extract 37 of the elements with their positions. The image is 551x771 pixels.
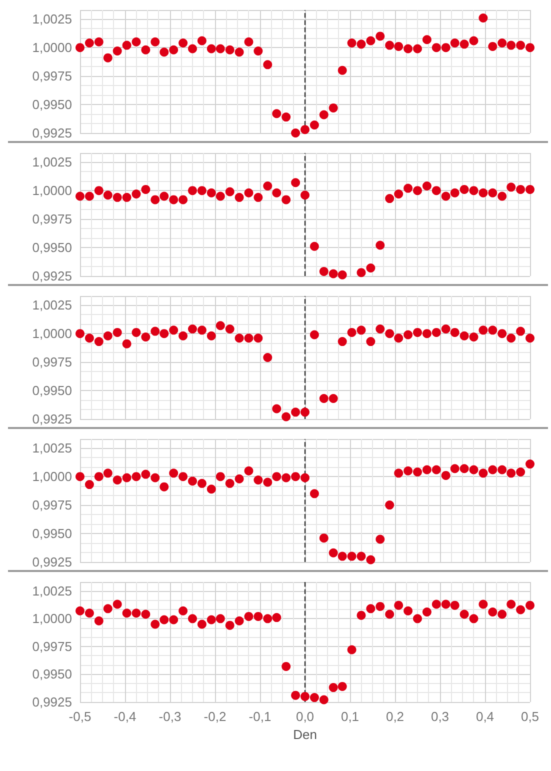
x-tick-label: -0,4 <box>114 709 136 724</box>
y-tick-label: 0,9925 <box>32 554 72 570</box>
y-tick-label: 0,9950 <box>32 240 72 256</box>
y-tick-label: 1,0025 <box>32 154 72 170</box>
y-tick-label: 1,0000 <box>32 326 72 342</box>
x-tick-label: 0,2 <box>386 709 404 724</box>
x-tick-label: -0,2 <box>204 709 226 724</box>
y-tick-label: 1,0025 <box>32 583 72 598</box>
y-tick-label: 0,9950 <box>32 383 72 398</box>
y-tick-label: 0,9925 <box>32 126 72 140</box>
x-tick-label: -0,5 <box>68 709 92 724</box>
y-tick-label: 0,9975 <box>32 354 72 370</box>
y-tick-label: 0,9975 <box>32 498 72 513</box>
y-tick-label: 0,9950 <box>32 97 72 112</box>
y-tick-label: 0,9925 <box>32 268 72 284</box>
x-tick-label: 0,1 <box>340 709 360 724</box>
y-tick-label: 0,9975 <box>32 212 72 227</box>
y-tick-label: 0,9925 <box>32 694 72 710</box>
y-tick-label: 0,9975 <box>32 638 72 654</box>
y-tick-label: 0,9950 <box>32 526 72 542</box>
y-tick-label: 1,0025 <box>32 440 72 456</box>
y-tick-label: 1,0025 <box>32 12 72 27</box>
y-tick-label: 1,0000 <box>32 183 72 198</box>
y-tick-label: 1,0025 <box>32 298 72 313</box>
x-tick-label: 0,5 <box>520 709 540 724</box>
y-tick-label: 0,9925 <box>32 412 72 426</box>
x-tick-label: 0,3 <box>430 709 450 724</box>
y-tick-label: 1,0000 <box>32 611 72 626</box>
y-tick-label: 1,0000 <box>32 40 72 56</box>
y-tick-label: 1,0000 <box>32 469 72 484</box>
x-tick-label: 0,4 <box>476 709 494 724</box>
x-axis-title: Den <box>293 726 317 742</box>
y-tick-label: 0,9950 <box>32 666 72 682</box>
x-tick-label: -0,1 <box>248 709 272 724</box>
x-tick-label: -0,3 <box>158 709 182 724</box>
x-tick-label: 0,0 <box>296 709 314 724</box>
y-tick-label: 0,9975 <box>32 68 72 84</box>
